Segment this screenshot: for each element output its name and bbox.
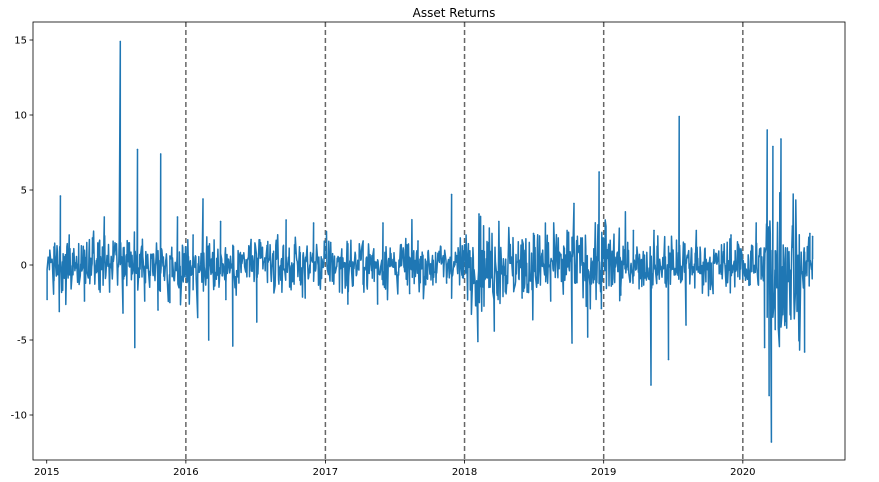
data-point: [59, 195, 62, 197]
data-point: [749, 283, 751, 286]
data-point: [157, 309, 159, 311]
data-point: [755, 222, 757, 224]
x-tick-label: 2018: [452, 467, 477, 478]
x-tick-label: 2019: [591, 467, 616, 478]
data-point: [347, 303, 349, 305]
data-point: [255, 321, 258, 323]
data-point: [803, 351, 806, 353]
y-tick-label: -5: [17, 336, 27, 347]
data-point: [285, 219, 287, 221]
data-point: [770, 441, 773, 443]
data-point: [68, 234, 71, 236]
data-point: [266, 244, 268, 247]
data-point: [678, 115, 680, 118]
data-point: [785, 327, 788, 329]
x-tick-label: 2017: [313, 467, 338, 478]
y-tick-label: 5: [21, 186, 27, 197]
data-point: [549, 300, 552, 302]
data-point: [632, 229, 635, 232]
data-point: [408, 292, 411, 295]
data-point: [83, 300, 86, 302]
data-point: [382, 222, 384, 224]
data-point: [586, 336, 589, 338]
data-point: [791, 225, 794, 227]
data-point: [478, 213, 480, 215]
data-point: [250, 238, 252, 241]
y-tick-label: 0: [21, 261, 27, 272]
data-point: [136, 148, 139, 151]
x-tick-label: 2016: [173, 467, 198, 478]
data-point: [188, 303, 191, 305]
data-point: [600, 307, 603, 310]
data-point: [169, 301, 171, 304]
data-point: [811, 235, 814, 238]
data-point: [376, 303, 379, 305]
data-point: [53, 246, 55, 248]
vertical-reference-lines: [185, 22, 744, 460]
data-point: [176, 216, 179, 218]
data-point: [445, 282, 448, 284]
data-point: [362, 240, 364, 242]
data-point: [521, 297, 523, 299]
data-point: [477, 340, 479, 343]
data-point: [774, 328, 777, 331]
data-point: [91, 237, 94, 239]
data-point: [202, 198, 204, 200]
data-point: [532, 232, 535, 235]
data-point: [763, 346, 766, 349]
data-point: [450, 193, 453, 196]
data-point: [695, 229, 698, 232]
data-point: [667, 358, 670, 361]
data-point: [493, 330, 496, 332]
data-point: [766, 129, 769, 131]
data-point: [780, 138, 782, 140]
chart-title: Asset Returns: [413, 6, 496, 20]
data-point: [573, 202, 575, 205]
data-point: [772, 145, 774, 148]
y-tick-label: -10: [11, 411, 27, 422]
data-point: [192, 234, 194, 236]
data-point: [225, 298, 227, 301]
data-point: [122, 312, 124, 314]
plot-frame: [32, 21, 846, 461]
axes: 15 10 5 0 -5 -10 2015 2016 2017 2018 2019 2020: [11, 21, 846, 478]
data-point: [108, 291, 111, 293]
data-point: [119, 40, 122, 43]
data-point: [417, 240, 419, 242]
data-point: [604, 219, 607, 221]
x-tick-label: 2015: [34, 467, 59, 478]
data-point: [312, 222, 315, 224]
data-point: [207, 339, 210, 341]
data-point: [143, 300, 146, 302]
asset-returns-line: [46, 40, 814, 443]
y-tick-label: 10: [14, 111, 27, 122]
plot-area: [46, 40, 814, 443]
data-point: [712, 292, 714, 295]
data-point: [46, 298, 48, 301]
data-point: [650, 384, 652, 386]
data-point: [685, 324, 687, 326]
data-point: [304, 297, 306, 299]
data-point: [620, 294, 622, 296]
x-tick-label: 2020: [730, 467, 755, 478]
data-point: [809, 232, 811, 235]
data-point: [58, 310, 61, 313]
data-point: [159, 153, 162, 155]
data-point: [219, 220, 222, 223]
data-point: [231, 345, 234, 347]
data-point: [598, 171, 600, 173]
data-point: [103, 216, 106, 218]
data-point: [133, 346, 136, 349]
data-point: [571, 342, 573, 344]
data-point: [329, 241, 332, 244]
data-point: [653, 229, 655, 232]
data-point: [196, 316, 199, 319]
data-point: [730, 234, 732, 236]
y-tick-label: 15: [14, 36, 27, 47]
data-point: [498, 220, 500, 223]
data-point: [768, 394, 770, 397]
